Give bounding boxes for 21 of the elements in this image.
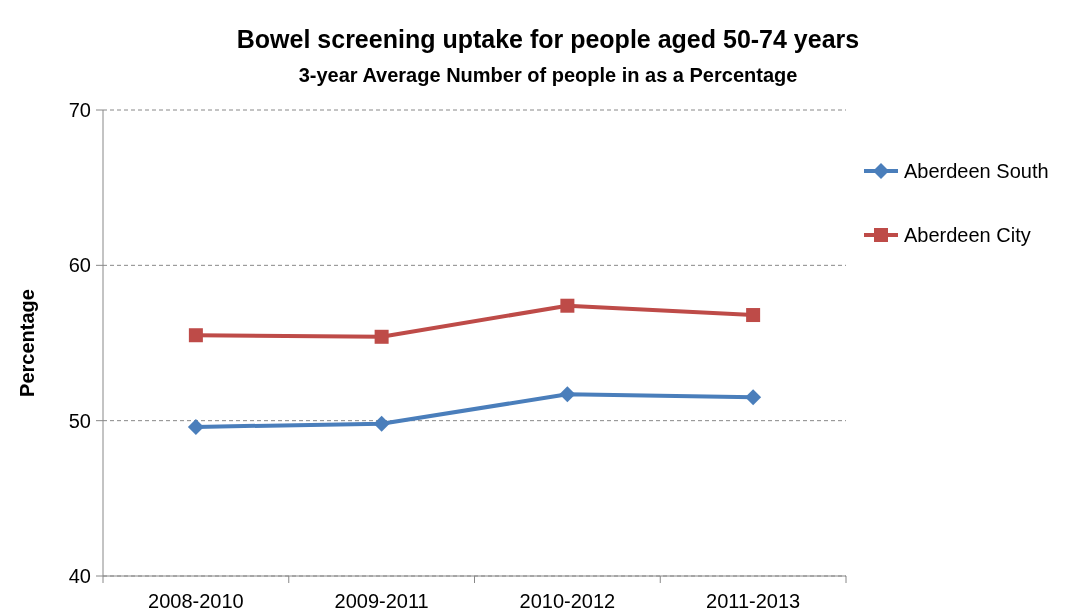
point — [746, 308, 761, 323]
point — [187, 418, 204, 435]
y-tick-label: 60 — [68, 254, 91, 277]
point — [188, 328, 203, 343]
point — [559, 386, 576, 403]
point — [374, 329, 389, 344]
point — [560, 298, 575, 313]
x-tick-label: 2009-2011 — [334, 590, 429, 612]
x-tick-label: 2011-2013 — [706, 590, 801, 612]
point — [745, 389, 762, 406]
x-tick-label: 2008-2010 — [148, 590, 244, 612]
y-tick-label: 70 — [68, 99, 91, 121]
y-tick-label: 40 — [68, 565, 91, 587]
legend-label: Aberdeen City — [904, 224, 1031, 246]
chart-title: Bowel screening uptake for people aged 50-74 years — [236, 25, 860, 53]
legend-label: Aberdeen South — [904, 160, 1049, 182]
y-axis-title: Percentage — [16, 289, 38, 397]
chart-subtitle: 3-year Average Number of people in as a Percentage — [298, 64, 798, 86]
point — [373, 415, 390, 432]
y-tick-label: 50 — [68, 409, 91, 432]
x-tick-label: 2010-2012 — [519, 590, 616, 612]
